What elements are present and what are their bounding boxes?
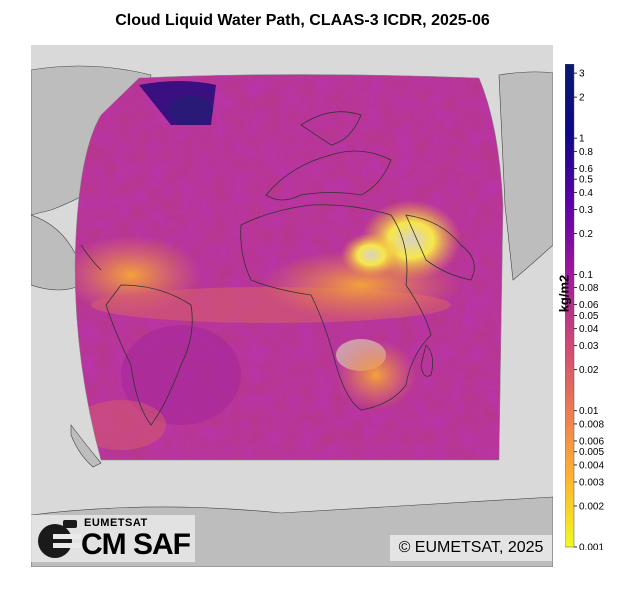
colorbar-tick-label: 1 — [579, 134, 585, 145]
colorbar-gradient — [565, 64, 575, 548]
colorbar-tick-label: 0.2 — [579, 229, 593, 240]
colorbar-tick-label: 0.004 — [579, 460, 604, 471]
copyright-notice: © EUMETSAT, 2025 — [390, 535, 552, 561]
colorbar-tick-label: 0.01 — [579, 406, 599, 417]
colorbar-tick-label: 0.002 — [579, 501, 604, 512]
logo-name-text: CM SAF — [81, 528, 191, 561]
colorbar-tick-label: 0.008 — [579, 419, 604, 430]
colorbar-label: kg/m2 — [556, 274, 572, 313]
colorbar-tick-label: 0.03 — [579, 341, 599, 352]
colorbar-tick-label: 0.1 — [579, 270, 593, 281]
colorbar-tick-label: 0.003 — [579, 477, 604, 488]
cmsaf-logo: EUMETSAT CM SAF — [31, 515, 195, 562]
colorbar-tick-label: 2 — [579, 93, 585, 104]
colorbar-tick-label: 0.006 — [579, 436, 604, 447]
colorbar-tick-label: 0.001 — [579, 543, 604, 551]
colorbar-tick-label: 0.05 — [579, 311, 599, 322]
colorbar-tick-label: 0.5 — [579, 175, 593, 186]
colorbar-tick-label: 0.8 — [579, 147, 593, 158]
map-area — [31, 45, 553, 567]
cmsaf-logo-icon — [38, 520, 81, 558]
logo-org-text: EUMETSAT — [84, 517, 148, 529]
colorbar-tick-label: 0.06 — [579, 300, 599, 311]
coastlines — [80, 111, 475, 426]
map-title: Cloud Liquid Water Path, CLAAS-3 ICDR, 2… — [115, 12, 490, 29]
colorbar-tick-label: 0.02 — [579, 365, 599, 376]
colorbar-tick-label: 0.08 — [579, 283, 599, 294]
colorbar-tick-label: 3 — [579, 69, 585, 80]
colorbar-tick-label: 0.4 — [579, 188, 593, 199]
colorbar: 3 2 1 0.8 0.60.5 0.4 0.3 0.2 0.1 0.08 0.060.05 0.04… — [565, 64, 604, 550]
colorbar-ticks: 3 2 1 0.8 0.60.5 0.4 0.3 0.2 0.1 0.08 0.060.05 0.04… — [574, 69, 604, 550]
cloud-water-field — [75, 74, 503, 460]
colorbar-tick-label: 0.04 — [579, 324, 599, 335]
colorbar-tick-label: 0.6 — [579, 164, 593, 175]
colorbar-tick-label: 0.3 — [579, 205, 593, 216]
colorbar-tick-label: 0.005 — [579, 447, 604, 458]
